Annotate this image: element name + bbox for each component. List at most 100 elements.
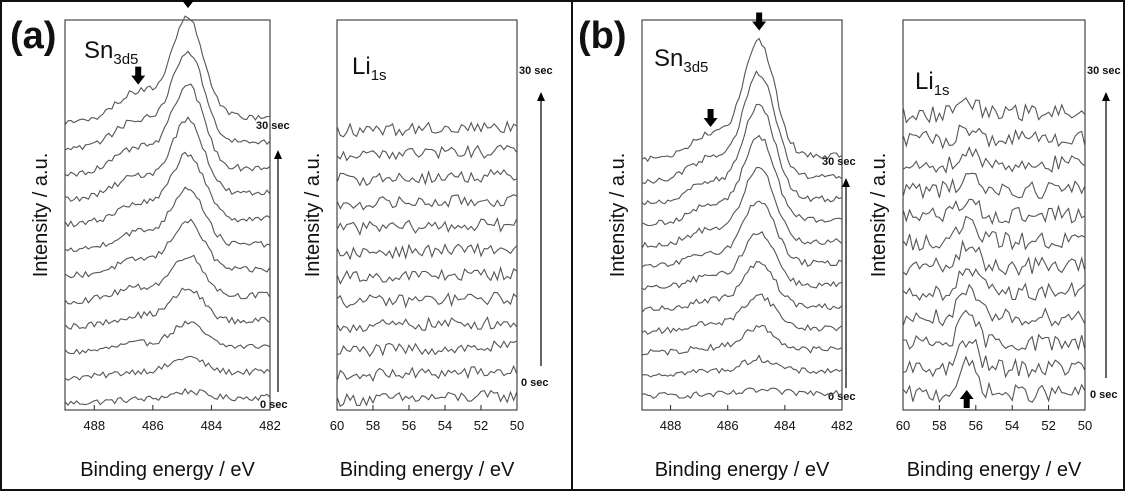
spectrum-trace bbox=[336, 364, 518, 383]
sn3d5-chart-b: Sn3d5 488 486 484 482 Binding energy / eV Inte… bbox=[607, 12, 856, 481]
y-axis-label: Intensity / a.u. bbox=[30, 153, 52, 278]
spectrum-trace bbox=[902, 124, 1086, 150]
spectrum-trace bbox=[336, 340, 518, 358]
x-tick-label: 60 bbox=[896, 418, 910, 433]
time-label-start: 0 sec bbox=[260, 399, 288, 411]
peak-marker-arrow bbox=[959, 390, 974, 408]
peak-marker-arrow bbox=[181, 0, 195, 9]
x-tick-label: 484 bbox=[774, 418, 796, 433]
x-axis-label: Binding energy / eV bbox=[340, 459, 515, 481]
spectrum-trace bbox=[64, 218, 271, 279]
spectrum-trace bbox=[641, 293, 843, 335]
peak-marker-arrow bbox=[131, 66, 146, 85]
spectrum-trace bbox=[641, 231, 843, 291]
x-tick-label: 60 bbox=[330, 418, 344, 433]
x-tick-label: 488 bbox=[660, 418, 682, 433]
x-tick-label: 56 bbox=[402, 418, 416, 433]
spectrum-trace bbox=[64, 151, 271, 228]
time-label-end: 30 sec bbox=[256, 120, 290, 132]
spectrum-trace bbox=[64, 15, 270, 126]
spectrum-trace bbox=[64, 254, 271, 305]
y-axis-label: Intensity / a.u. bbox=[868, 153, 890, 278]
spectrum-trace bbox=[336, 291, 518, 309]
spectrum-trace bbox=[64, 287, 271, 330]
spectrum-trace bbox=[64, 320, 271, 355]
y-axis-label: Intensity / a.u. bbox=[607, 153, 629, 278]
time-label-end: 30 sec bbox=[822, 156, 856, 168]
x-axis-label: Binding energy / eV bbox=[907, 459, 1082, 481]
spectrum-trace bbox=[336, 389, 518, 408]
spectrum-trace bbox=[641, 166, 843, 249]
time-label-end: 30 sec bbox=[519, 65, 553, 77]
time-arrow-head bbox=[1102, 92, 1110, 101]
spectrum-trace bbox=[336, 216, 518, 236]
chart-title: Sn3d5 bbox=[654, 45, 708, 76]
spectrum-trace bbox=[902, 215, 1086, 251]
li1s-chart-a: Li1s 60 58 56 54 52 50 Binding energy / eV Inten… bbox=[302, 19, 553, 481]
x-tick-label: 54 bbox=[1005, 418, 1019, 433]
spectrum-trace bbox=[336, 316, 518, 334]
spectrum-trace bbox=[336, 193, 518, 211]
spectrum-trace bbox=[902, 309, 1086, 351]
x-tick-label: 58 bbox=[366, 418, 380, 433]
spectrum-trace bbox=[336, 168, 518, 187]
x-tick-label: 482 bbox=[831, 418, 853, 433]
time-label-start: 0 sec bbox=[828, 391, 856, 403]
plot-frame bbox=[336, 19, 518, 411]
spectrum-trace bbox=[641, 70, 843, 185]
plot-frame bbox=[902, 19, 1086, 411]
spectrum-trace bbox=[902, 268, 1086, 302]
sn3d5-chart-a: Sn3d5 488 486 484 482 Binding energy / eV Inte… bbox=[30, 0, 290, 481]
spectrum-trace bbox=[902, 338, 1086, 379]
spectrum-trace bbox=[336, 120, 518, 138]
x-tick-label: 486 bbox=[717, 418, 739, 433]
time-arrow-head bbox=[842, 178, 850, 187]
chart-title: Sn3d5 bbox=[84, 37, 138, 68]
x-tick-label: 488 bbox=[83, 418, 105, 433]
y-axis-label: Intensity / a.u. bbox=[302, 153, 324, 278]
plot-frame bbox=[64, 19, 271, 411]
spectrum-trace bbox=[641, 354, 843, 378]
spectrum-trace bbox=[641, 37, 843, 163]
time-label-start: 0 sec bbox=[1090, 389, 1118, 401]
time-label-start: 0 sec bbox=[521, 377, 549, 389]
spectrum-trace bbox=[902, 146, 1086, 175]
li1s-chart-b: Li1s 60 58 56 54 52 50 Binding energy / eV Inten… bbox=[868, 19, 1121, 481]
spectrum-trace bbox=[902, 198, 1086, 226]
spectrum-trace bbox=[902, 172, 1086, 200]
spectrum-trace bbox=[902, 283, 1086, 327]
spectrum-trace bbox=[64, 186, 271, 253]
spectrum-trace bbox=[902, 355, 1086, 404]
x-tick-label: 50 bbox=[510, 418, 524, 433]
spectrum-trace bbox=[902, 97, 1086, 124]
chart-title: Li1s bbox=[352, 53, 387, 84]
spectrum-trace bbox=[902, 239, 1086, 277]
spectrum-trace bbox=[641, 261, 843, 313]
spectrum-trace bbox=[641, 387, 843, 399]
x-tick-label: 482 bbox=[259, 418, 281, 433]
spectrum-trace bbox=[641, 103, 843, 206]
x-axis-label: Binding energy / eV bbox=[80, 459, 255, 481]
spectrum-trace bbox=[641, 324, 843, 356]
plot-frame bbox=[641, 19, 843, 411]
chart-title: Li1s bbox=[915, 68, 950, 99]
spectrum-trace bbox=[64, 116, 271, 202]
time-label-end: 30 sec bbox=[1087, 65, 1121, 77]
spectrum-trace bbox=[336, 242, 518, 261]
x-tick-label: 52 bbox=[1041, 418, 1055, 433]
spectrum-trace bbox=[64, 50, 271, 151]
spectrum-trace bbox=[336, 265, 518, 285]
spectrum-trace bbox=[641, 134, 843, 227]
spectrum-trace bbox=[641, 200, 843, 268]
x-tick-label: 54 bbox=[438, 418, 452, 433]
x-tick-label: 50 bbox=[1078, 418, 1092, 433]
time-arrow-head bbox=[274, 150, 282, 159]
x-tick-label: 56 bbox=[969, 418, 983, 433]
x-tick-label: 484 bbox=[201, 418, 223, 433]
spectrum-trace bbox=[336, 144, 518, 162]
spectrum-trace bbox=[64, 387, 271, 406]
time-arrow-head bbox=[537, 92, 545, 101]
panel-b-letter: (b) bbox=[578, 15, 627, 57]
